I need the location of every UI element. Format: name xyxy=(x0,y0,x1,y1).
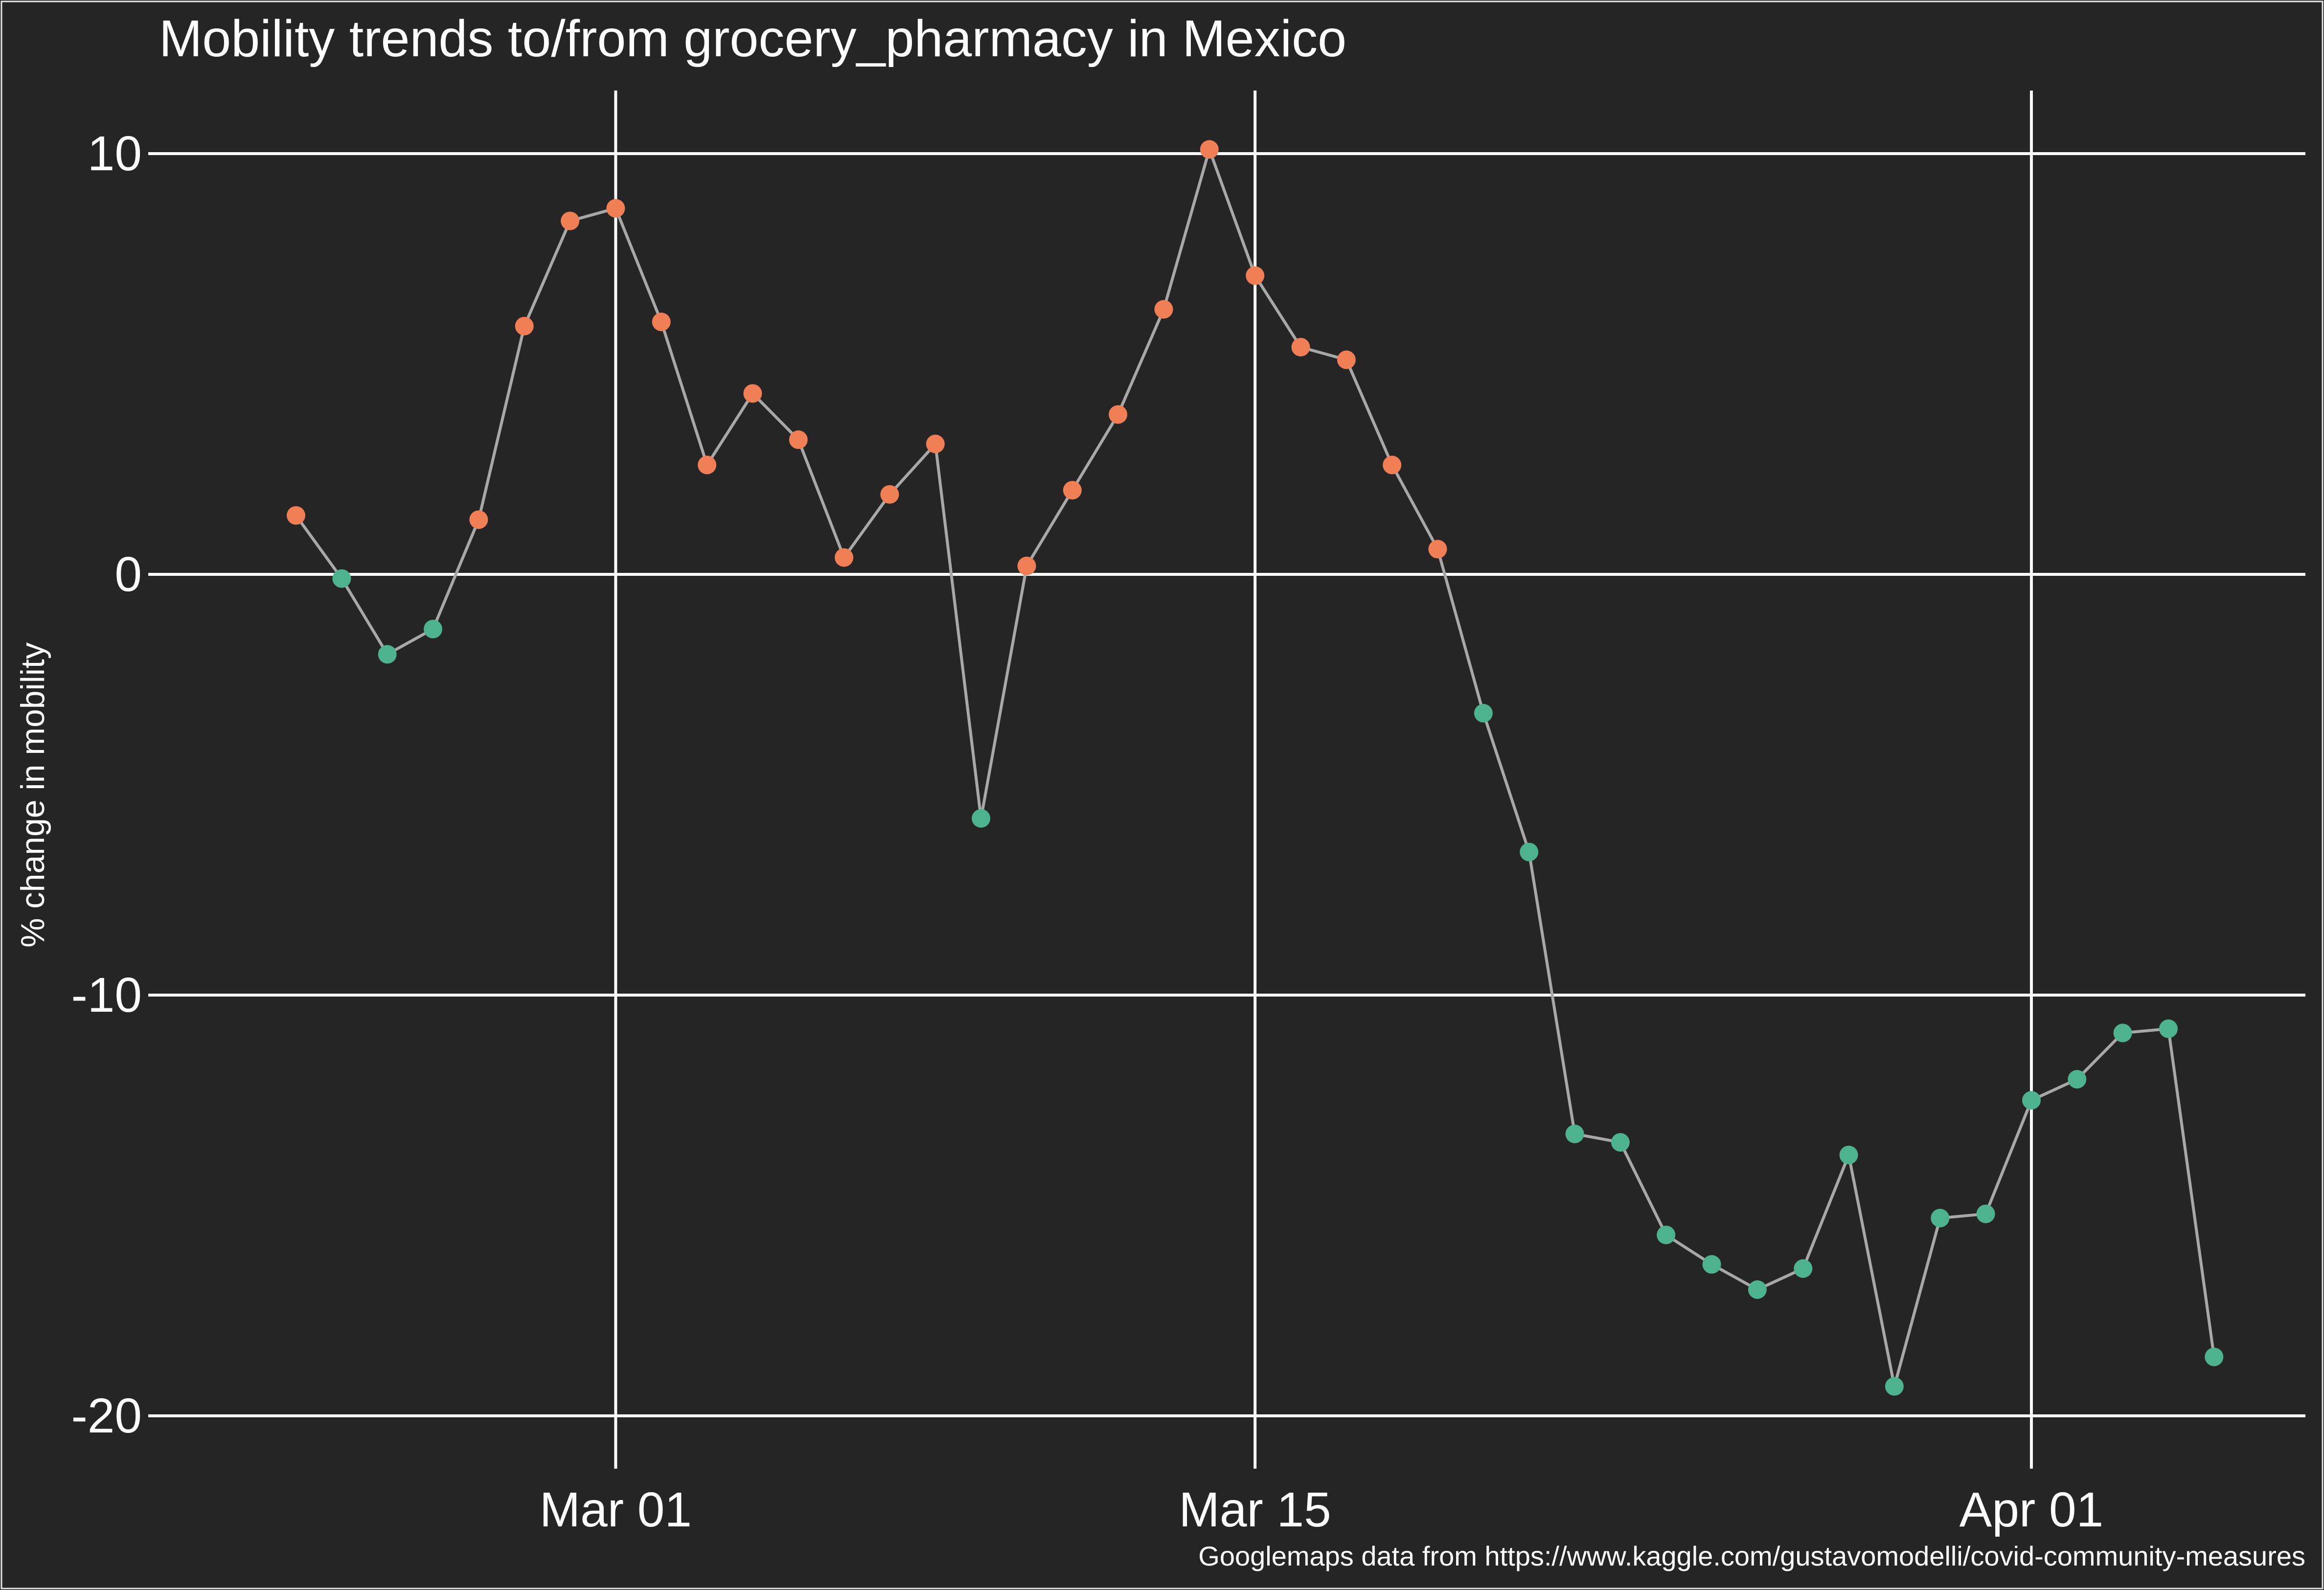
data-point xyxy=(1931,1208,1950,1227)
data-point xyxy=(698,455,717,475)
data-point xyxy=(287,506,305,525)
data-point xyxy=(1748,1280,1767,1299)
data-point xyxy=(469,510,488,529)
tick-layer: 10 0 -10 -20 Mar 01 Mar 15 Apr 01 xyxy=(71,126,2103,1537)
data-point xyxy=(1520,842,1539,862)
data-point xyxy=(515,317,534,336)
x-tick-label: Mar 15 xyxy=(1179,1482,1331,1537)
y-axis-label: % change in mobility xyxy=(14,642,51,948)
data-point xyxy=(1976,1204,1995,1224)
data-point xyxy=(424,619,442,638)
points-layer xyxy=(287,140,2224,1396)
data-point xyxy=(2113,1023,2132,1043)
y-tick-label: 0 xyxy=(114,547,142,602)
data-point xyxy=(1109,405,1128,424)
data-point xyxy=(1657,1226,1676,1245)
data-point xyxy=(378,645,397,664)
data-point xyxy=(1794,1259,1813,1278)
data-point xyxy=(789,430,808,449)
data-point xyxy=(1428,540,1447,559)
data-point xyxy=(1383,455,1402,475)
chart-title: Mobility trends to/from grocery_pharmacy… xyxy=(159,10,1346,68)
y-tick-label: 10 xyxy=(88,126,142,181)
x-tick-label: Mar 01 xyxy=(540,1482,692,1537)
data-point xyxy=(972,809,991,828)
x-tick-label: Apr 01 xyxy=(1959,1482,2104,1537)
data-point xyxy=(2205,1347,2224,1366)
data-point xyxy=(1565,1124,1584,1143)
data-point xyxy=(561,211,580,230)
data-point xyxy=(1611,1133,1630,1152)
data-point xyxy=(1702,1255,1721,1274)
data-point xyxy=(2068,1070,2087,1089)
data-point xyxy=(606,199,625,218)
data-point xyxy=(652,313,671,331)
data-point xyxy=(1885,1377,1904,1396)
y-tick-label: -10 xyxy=(71,968,142,1022)
data-point xyxy=(835,548,854,567)
chart-caption: Googlemaps data from https://www.kaggle.… xyxy=(1198,1541,2305,1571)
data-point xyxy=(1200,140,1219,159)
data-point xyxy=(332,569,351,588)
data-point xyxy=(1017,556,1036,575)
data-point xyxy=(1474,704,1493,723)
data-point xyxy=(1246,266,1265,285)
data-point xyxy=(1839,1145,1858,1164)
data-point xyxy=(2159,1019,2178,1038)
grid-layer xyxy=(159,91,2305,1458)
data-point xyxy=(926,434,945,454)
data-point xyxy=(880,485,899,504)
data-point xyxy=(743,384,762,403)
data-point xyxy=(1063,481,1082,500)
y-tick-label: -20 xyxy=(71,1388,142,1443)
data-point xyxy=(1291,338,1310,357)
data-point xyxy=(1154,300,1173,319)
data-point xyxy=(1337,350,1356,369)
data-point xyxy=(2022,1091,2041,1110)
